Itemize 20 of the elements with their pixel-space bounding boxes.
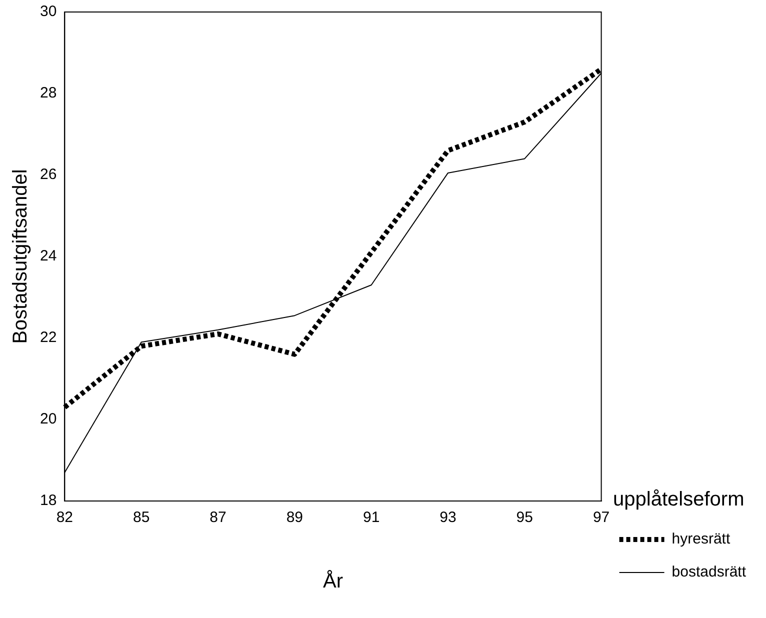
x-tick-label: 91 — [362, 509, 380, 526]
x-tick-label: 95 — [516, 509, 533, 526]
y-tick-label: 26 — [40, 166, 57, 184]
y-tick-label: 30 — [40, 3, 57, 20]
y-tick-label: 24 — [40, 248, 57, 265]
x-tick-label: 97 — [592, 509, 610, 526]
legend-label: bostadsrätt — [672, 564, 747, 581]
legend-label: hyresrätt — [672, 530, 731, 548]
x-tick-label: 89 — [286, 509, 304, 526]
x-tick-label: 82 — [56, 509, 74, 526]
x-tick-label: 87 — [210, 509, 226, 526]
y-tick-label: 20 — [40, 410, 57, 428]
y-tick-label: 22 — [40, 329, 57, 346]
legend-title: upplåtelseform — [613, 488, 744, 511]
x-axis-title: År — [322, 570, 344, 593]
y-tick-label: 28 — [40, 84, 57, 102]
x-tick-label: 93 — [440, 509, 456, 526]
y-tick-label: 18 — [40, 492, 57, 510]
y-axis-title: Bostadsutgiftsandel — [10, 169, 32, 344]
x-tick-label: 85 — [133, 509, 150, 526]
